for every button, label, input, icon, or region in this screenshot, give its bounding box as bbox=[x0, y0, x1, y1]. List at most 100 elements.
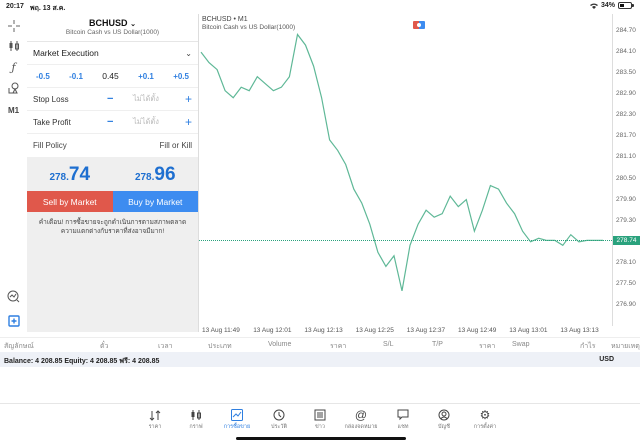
y-tick-label: 284.70 bbox=[616, 27, 636, 34]
y-tick-label: 282.90 bbox=[616, 90, 636, 98]
order-buttons: Sell by Market Buy by Market bbox=[27, 191, 198, 212]
nav-news[interactable]: ข่าว bbox=[299, 408, 341, 431]
chart-title: BCHUSD • M1 bbox=[202, 16, 248, 23]
nav-label: กราฟ bbox=[189, 424, 203, 430]
battery-icon bbox=[618, 2, 634, 9]
col-comment[interactable]: หมายเหตุ bbox=[611, 343, 640, 350]
col-symbol[interactable]: สัญลักษณ์ bbox=[4, 343, 34, 350]
chart-zoom-icon[interactable] bbox=[0, 286, 27, 306]
y-tick-label: 277.50 bbox=[616, 279, 636, 287]
price-line bbox=[200, 33, 603, 292]
chart-toolbar: ƒ M1 bbox=[0, 14, 27, 332]
candlestick-icon[interactable] bbox=[0, 36, 27, 56]
x-tick-label: 13 Aug 11:49 bbox=[202, 327, 240, 334]
chevron-down-icon: ⌄ bbox=[130, 21, 136, 28]
status-date: พฤ. 13 ส.ค. bbox=[30, 5, 66, 12]
trade-icon bbox=[216, 408, 258, 422]
x-tick-label: 13 Aug 12:37 bbox=[406, 327, 446, 334]
symbol-name: BCHUSD bbox=[89, 18, 128, 28]
market-warning: คำเตือน! การซื้อขายจะถูกดำเนินการตามสภาพ… bbox=[38, 219, 187, 235]
stop-loss-plus-button[interactable]: + bbox=[184, 92, 192, 106]
volume-minus-0.5-button[interactable]: -0.5 bbox=[36, 71, 50, 81]
chevron-down-icon: ⌄ bbox=[185, 48, 192, 58]
col-swap[interactable]: Swap bbox=[512, 341, 530, 348]
nav-chart[interactable]: กราฟ bbox=[175, 408, 217, 431]
take-profit-minus-button[interactable]: − bbox=[107, 116, 114, 128]
take-profit-plus-button[interactable]: + bbox=[184, 115, 192, 129]
fill-policy-select[interactable]: Fill Policy Fill or Kill bbox=[27, 134, 198, 158]
x-tick-label: 13 Aug 13:01 bbox=[509, 327, 548, 334]
current-price-tag: 278.74 bbox=[613, 235, 640, 245]
nav-history[interactable]: ประวัติ bbox=[258, 408, 300, 431]
y-tick-label: 283.50 bbox=[616, 69, 636, 77]
volume-input[interactable]: 0.45 bbox=[102, 71, 119, 81]
symbol-description: Bitcoin Cash vs US Dollar(1000) bbox=[65, 29, 160, 36]
nav-label: ประวัติ bbox=[270, 424, 288, 430]
col-price-current[interactable]: ราคา bbox=[479, 343, 496, 350]
y-tick-label: 279.30 bbox=[616, 216, 636, 224]
status-bar: 20:17 พฤ. 13 ส.ค. 34% bbox=[0, 0, 640, 14]
y-tick-label: 279.90 bbox=[616, 195, 636, 203]
home-indicator[interactable] bbox=[236, 437, 406, 440]
x-tick-label: 13 Aug 12:01 bbox=[253, 327, 292, 334]
objects-icon[interactable] bbox=[0, 78, 27, 98]
take-profit-row: Take Profit − ไม่ได้ตั้ง + bbox=[27, 111, 198, 134]
x-tick-label: 13 Aug 12:49 bbox=[458, 327, 497, 334]
volume-minus-0.1-button[interactable]: -0.1 bbox=[69, 71, 83, 81]
execution-type-select[interactable]: Market Execution ⌄ bbox=[27, 42, 198, 65]
col-ticket[interactable]: ตั๋ว bbox=[100, 343, 109, 350]
col-profit[interactable]: กำไร bbox=[580, 343, 596, 350]
col-type[interactable]: ประเภท bbox=[208, 343, 232, 350]
timeframe-button[interactable]: M1 bbox=[7, 105, 20, 115]
sell-by-market-button[interactable]: Sell by Market bbox=[27, 191, 113, 212]
ask-price: 278.96 bbox=[134, 164, 176, 185]
stop-loss-minus-button[interactable]: − bbox=[107, 93, 114, 105]
symbol-header[interactable]: BCHUSD ⌄ Bitcoin Cash vs US Dollar(1000) bbox=[27, 14, 198, 42]
balance-bar: Balance: 4 208.85 Equity: 4 208.85 ฟรี: … bbox=[0, 352, 640, 367]
history-icon bbox=[258, 408, 300, 422]
new-order-icon[interactable] bbox=[0, 311, 27, 331]
chart-icon bbox=[175, 408, 217, 422]
symbol-selector[interactable]: BCHUSD ⌄ bbox=[27, 14, 198, 28]
stop-loss-label: Stop Loss bbox=[33, 94, 69, 104]
y-tick-label: 281.10 bbox=[616, 153, 636, 161]
nav-account[interactable]: บัญชี bbox=[423, 408, 465, 431]
y-tick-label: 282.30 bbox=[616, 111, 636, 119]
x-tick-label: 13 Aug 12:13 bbox=[304, 327, 343, 334]
col-tp[interactable]: T/P bbox=[432, 341, 443, 348]
mailbox-icon: @ bbox=[354, 408, 368, 422]
nav-mailbox[interactable]: @ กล่องจดหมาย bbox=[340, 408, 382, 431]
take-profit-input[interactable]: ไม่ได้ตั้ง bbox=[133, 117, 159, 126]
status-right: 34% bbox=[589, 2, 634, 9]
news-icon bbox=[299, 408, 341, 422]
nav-label: ข่าว bbox=[315, 424, 325, 430]
nav-label: การซื้อขาย bbox=[223, 424, 251, 430]
volume-stepper: -0.5 -0.1 0.45 +0.1 +0.5 bbox=[27, 65, 198, 88]
nav-chat[interactable]: แชท bbox=[382, 408, 424, 431]
function-icon[interactable]: ƒ bbox=[11, 60, 16, 74]
one-click-trading-icon[interactable] bbox=[413, 21, 425, 29]
col-price[interactable]: ราคา bbox=[330, 343, 347, 350]
col-volume[interactable]: Volume bbox=[268, 341, 292, 348]
nav-label: ราคา bbox=[148, 424, 162, 430]
fill-policy-value: Fill or Kill bbox=[159, 141, 192, 150]
nav-label: การตั้งค่า bbox=[473, 424, 497, 430]
take-profit-label: Take Profit bbox=[33, 117, 71, 127]
col-time[interactable]: เวลา bbox=[158, 343, 173, 350]
volume-plus-0.5-button[interactable]: +0.5 bbox=[173, 71, 189, 81]
crosshair-icon[interactable] bbox=[0, 16, 27, 36]
nav-label: บัญชี bbox=[438, 424, 450, 430]
account-currency: USD bbox=[599, 356, 614, 363]
trade-table-header: สัญลักษณ์ ตั๋ว เวลา ประเภท Volume ราคา S… bbox=[0, 337, 640, 352]
fill-policy-label: Fill Policy bbox=[33, 141, 67, 150]
col-sl[interactable]: S/L bbox=[383, 341, 394, 348]
nav-label: กล่องจดหมาย bbox=[344, 424, 378, 430]
buy-by-market-button[interactable]: Buy by Market bbox=[112, 191, 198, 212]
volume-plus-0.1-button[interactable]: +0.1 bbox=[138, 71, 154, 81]
nav-quotes[interactable]: ราคา bbox=[134, 408, 176, 431]
x-tick-label: 13 Aug 13:13 bbox=[560, 327, 599, 334]
nav-trade[interactable]: การซื้อขาย bbox=[216, 408, 258, 431]
nav-settings[interactable]: ⚙ การตั้งค่า bbox=[464, 408, 506, 431]
stop-loss-input[interactable]: ไม่ได้ตั้ง bbox=[133, 94, 159, 103]
price-chart[interactable]: BCHUSD • M1 Bitcoin Cash vs US Dollar(10… bbox=[199, 14, 640, 337]
